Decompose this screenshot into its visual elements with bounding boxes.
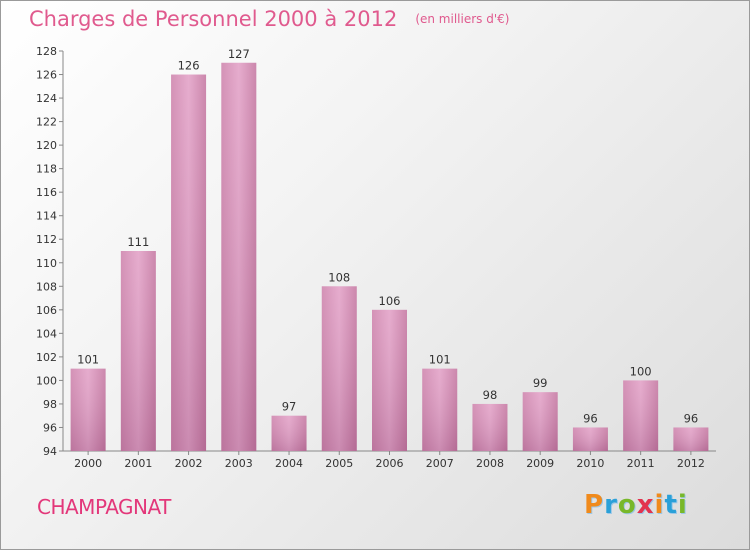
logo-letter: x [636, 490, 655, 520]
bar-value-label: 96 [684, 411, 699, 425]
x-tick-label: 2004 [275, 457, 303, 470]
y-tick-label: 128 [36, 45, 57, 58]
bar-shade [321, 286, 357, 451]
y-tick-label: 96 [43, 421, 57, 434]
bar-shade [70, 368, 106, 451]
x-tick-label: 2003 [225, 457, 253, 470]
bar-value-label: 111 [127, 235, 149, 249]
logo-letter: o [617, 490, 637, 520]
data-labels: 101 111 126 127 97 108 106 101 98 99 96 100 96 [77, 47, 698, 426]
x-tick-label: 2005 [325, 457, 353, 470]
bar-value-label: 127 [228, 47, 250, 61]
bar-shade [572, 427, 608, 451]
x-tick-label: 2002 [175, 457, 203, 470]
logo-letter: r [604, 490, 618, 520]
bar-value-label: 108 [328, 270, 350, 284]
y-tick-label: 98 [43, 398, 57, 411]
y-tick-label: 108 [36, 280, 57, 293]
y-tick-label: 116 [36, 186, 57, 199]
y-axis: 94 96 98 100 102 104 106 108 110 112 114 116 118 120 1… [36, 45, 64, 458]
bar-value-label: 100 [630, 364, 652, 378]
logo-letter: i [654, 490, 665, 520]
bar-value-label: 96 [583, 411, 598, 425]
bar-shade [171, 74, 207, 451]
bars [70, 62, 709, 451]
x-tick-label: 2000 [74, 457, 102, 470]
bar-value-label: 101 [77, 353, 99, 367]
chart-title: Charges de Personnel 2000 à 2012 (en mill… [29, 7, 509, 31]
y-tick-label: 110 [36, 257, 57, 270]
commune-name: CHAMPAGNAT [37, 495, 171, 519]
x-tick-label: 2006 [376, 457, 404, 470]
x-tick-label: 2008 [476, 457, 504, 470]
bar-shade [372, 309, 407, 451]
y-tick-label: 126 [36, 69, 57, 82]
proxiti-logo: Proxiti [584, 490, 688, 520]
y-tick-label: 118 [36, 163, 57, 176]
x-tick-label: 2011 [627, 457, 655, 470]
bar-shade [271, 415, 307, 451]
x-tick-label: 2001 [124, 457, 152, 470]
y-tick-label: 124 [36, 92, 57, 105]
bar-value-label: 99 [533, 376, 548, 390]
x-tick-label: 2007 [426, 457, 454, 470]
x-tick-label: 2012 [677, 457, 705, 470]
x-tick-label: 2010 [576, 457, 604, 470]
x-axis: 2000 2001 2002 2003 2004 2005 2006 2007 2008 2009… [63, 450, 716, 470]
chart-subtitle: (en milliers d'€) [415, 12, 510, 26]
bar-shade [221, 62, 257, 451]
y-tick-label: 122 [36, 116, 57, 129]
bar-value-label: 101 [429, 353, 451, 367]
chart-title-text: Charges de Personnel 2000 à 2012 [29, 7, 398, 31]
bar-value-label: 97 [282, 400, 297, 414]
x-tick-label: 2009 [526, 457, 554, 470]
bar-shade [522, 392, 558, 451]
bar-shade [673, 427, 709, 451]
y-tick-label: 102 [36, 351, 57, 364]
y-tick-label: 114 [36, 210, 57, 223]
bar-shade [472, 403, 508, 451]
bar-value-label: 106 [379, 294, 401, 308]
y-tick-label: 112 [36, 233, 57, 246]
logo-letter: P [584, 490, 605, 520]
y-tick-label: 94 [43, 445, 57, 458]
bar-shade [120, 251, 156, 451]
y-tick-label: 106 [36, 304, 57, 317]
logo-letter: t [664, 490, 678, 520]
bar-value-label: 98 [483, 388, 498, 402]
bar-shade [422, 368, 458, 451]
y-tick-label: 120 [36, 139, 57, 152]
y-tick-label: 104 [36, 327, 57, 340]
bar-value-label: 126 [178, 59, 200, 73]
bar-shade [623, 380, 659, 451]
logo-letter: i [677, 490, 688, 520]
y-tick-label: 100 [36, 374, 57, 387]
